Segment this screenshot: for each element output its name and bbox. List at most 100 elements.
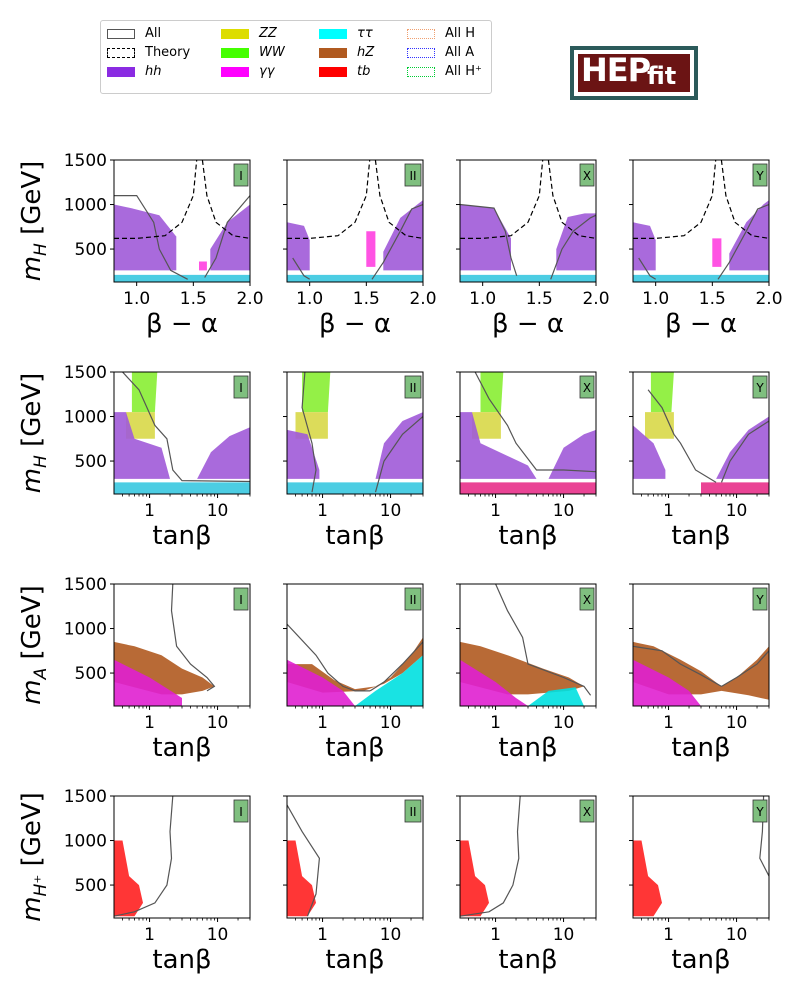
curve-all (122, 372, 250, 483)
x-tick-label: 10 (553, 713, 575, 733)
logo-text-sub: fit (647, 62, 677, 90)
region-hh (633, 222, 656, 271)
panel-content (633, 372, 769, 494)
x-axis-label: tanβ (671, 521, 730, 551)
region-ZZ (295, 412, 328, 439)
x-tick-label: 10 (553, 501, 575, 521)
y-tick-label: 1500 (64, 575, 107, 595)
model-badge (404, 375, 422, 399)
legend-label: All H⁺ (445, 64, 482, 79)
x-tick-label: 10 (207, 501, 229, 521)
curve-all (374, 416, 423, 493)
curve-theory (633, 160, 717, 240)
legend-label: WW (259, 45, 285, 60)
model-badge (579, 163, 595, 187)
y-tick-label: 500 (75, 240, 107, 260)
model-badge-label: X (583, 805, 591, 819)
x-axis-label: β − α (146, 309, 218, 339)
curve-all (460, 203, 518, 276)
x-axis-label: tanβ (671, 945, 730, 975)
region-hh (633, 425, 666, 479)
legend-swatch (221, 67, 249, 77)
axes-frame (459, 159, 597, 283)
panel-content (287, 804, 321, 917)
x-tick-label: 10 (380, 925, 402, 945)
region-hh (114, 412, 170, 479)
model-badge-label: II (409, 169, 416, 183)
y-tick-label: 1500 (64, 363, 107, 383)
curve-theory (547, 160, 596, 239)
panel-content (460, 584, 592, 706)
curve-all (204, 195, 250, 278)
legend-label: γγ (259, 64, 275, 79)
curve-all (292, 257, 311, 280)
region-tb (287, 840, 316, 917)
curve-all (550, 214, 596, 280)
region-ττ (114, 482, 250, 494)
x-axis-label: tanβ (152, 733, 211, 763)
x-tick-label: 1 (317, 713, 328, 733)
legend-swatch (221, 48, 249, 58)
x-tick-label: 10 (726, 713, 748, 733)
model-badge-label: Y (755, 593, 764, 607)
model-badge (233, 375, 249, 399)
region-tb (633, 840, 662, 917)
region-WW (650, 372, 674, 413)
x-tick-label: 1 (490, 925, 501, 945)
region-ττ (287, 274, 423, 282)
region-tb (460, 482, 596, 494)
region-tb (114, 840, 143, 917)
curve-theory (287, 160, 371, 240)
x-axis-label: tanβ (325, 521, 384, 551)
model-badge (404, 163, 422, 187)
panel-content (114, 584, 216, 706)
region-ττ (287, 482, 423, 494)
axes-frame (113, 159, 251, 283)
region-γγ (287, 659, 355, 706)
model-badge-label: X (583, 381, 591, 395)
model-badge (752, 163, 768, 187)
curve-all (114, 796, 174, 917)
legend-label: ττ (357, 26, 373, 41)
model-badge-label: I (239, 169, 243, 183)
panel-content (114, 372, 250, 494)
panel-content (114, 796, 174, 917)
model-badge (233, 587, 249, 611)
curve-all (474, 372, 596, 473)
panel-0-0: 500 1000 1500 1.0 1.5 2.0 β − α I (64, 151, 264, 339)
region-ττ (528, 687, 584, 706)
curve-theory (374, 160, 423, 239)
model-badge-label: II (409, 593, 416, 607)
region-ττ (355, 655, 423, 706)
x-tick-label: 1 (317, 501, 328, 521)
panel-content (460, 160, 596, 282)
curve-all (495, 584, 592, 696)
panel-content (633, 641, 769, 706)
model-badge (579, 375, 595, 399)
region-hh (460, 204, 511, 271)
panel-content (633, 160, 769, 282)
curve-theory (114, 160, 198, 240)
legend-swatch (319, 67, 347, 77)
legend-label: tb (357, 64, 371, 79)
panel-content (633, 796, 769, 917)
x-tick-label: 1 (144, 501, 155, 521)
model-badge-label: I (239, 593, 243, 607)
curve-all (638, 257, 657, 280)
x-tick-label: 2.0 (582, 289, 609, 309)
region-WW (131, 372, 158, 413)
region-ZZ (126, 412, 155, 439)
curve-all (369, 641, 423, 692)
y-tick-label: 1000 (64, 196, 107, 216)
model-badge-label: I (239, 381, 243, 395)
model-badge (404, 799, 422, 823)
model-badge-label: II (409, 805, 416, 819)
legend: All Theory hh ZZ WW γγ ττ hZ tb All H All A All H⁺ (100, 20, 492, 94)
